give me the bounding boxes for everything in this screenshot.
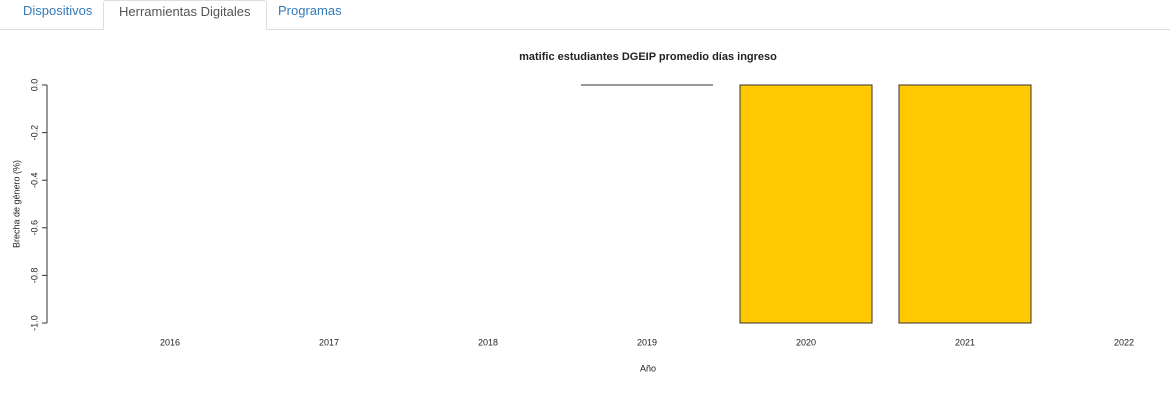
x-tick-label: 2019	[637, 337, 657, 347]
y-tick-label: 0.0	[29, 79, 39, 92]
y-tick-label: -1.0	[29, 315, 39, 331]
y-tick-label: -0.6	[29, 220, 39, 236]
x-tick-label: 2022	[1114, 337, 1134, 347]
x-tick-label: 2016	[160, 337, 180, 347]
x-axis-label: Año	[640, 363, 656, 373]
y-axis-label: Brecha de género (%)	[11, 160, 21, 248]
tab-bar: Dispositivos Herramientas Digitales Prog…	[0, 0, 1170, 30]
bar	[898, 84, 1032, 324]
tab[interactable]: Dispositivos	[23, 3, 93, 18]
chart-title: matific estudiantes DGEIP promedio días …	[519, 51, 777, 63]
x-tick-label: 2021	[955, 337, 975, 347]
x-tick-label: 2017	[319, 337, 339, 347]
tab-active[interactable]: Herramientas Digitales	[103, 0, 267, 30]
y-tick-label: -0.8	[29, 268, 39, 284]
y-tick-label: -0.2	[29, 125, 39, 141]
x-tick-label: 2018	[478, 337, 498, 347]
y-tick-label: -0.4	[29, 172, 39, 188]
chart: matific estudiantes DGEIP promedio días …	[11, 51, 1134, 373]
x-tick-label: 2020	[796, 337, 816, 347]
bar	[739, 84, 873, 324]
tab[interactable]: Programas	[278, 3, 342, 18]
